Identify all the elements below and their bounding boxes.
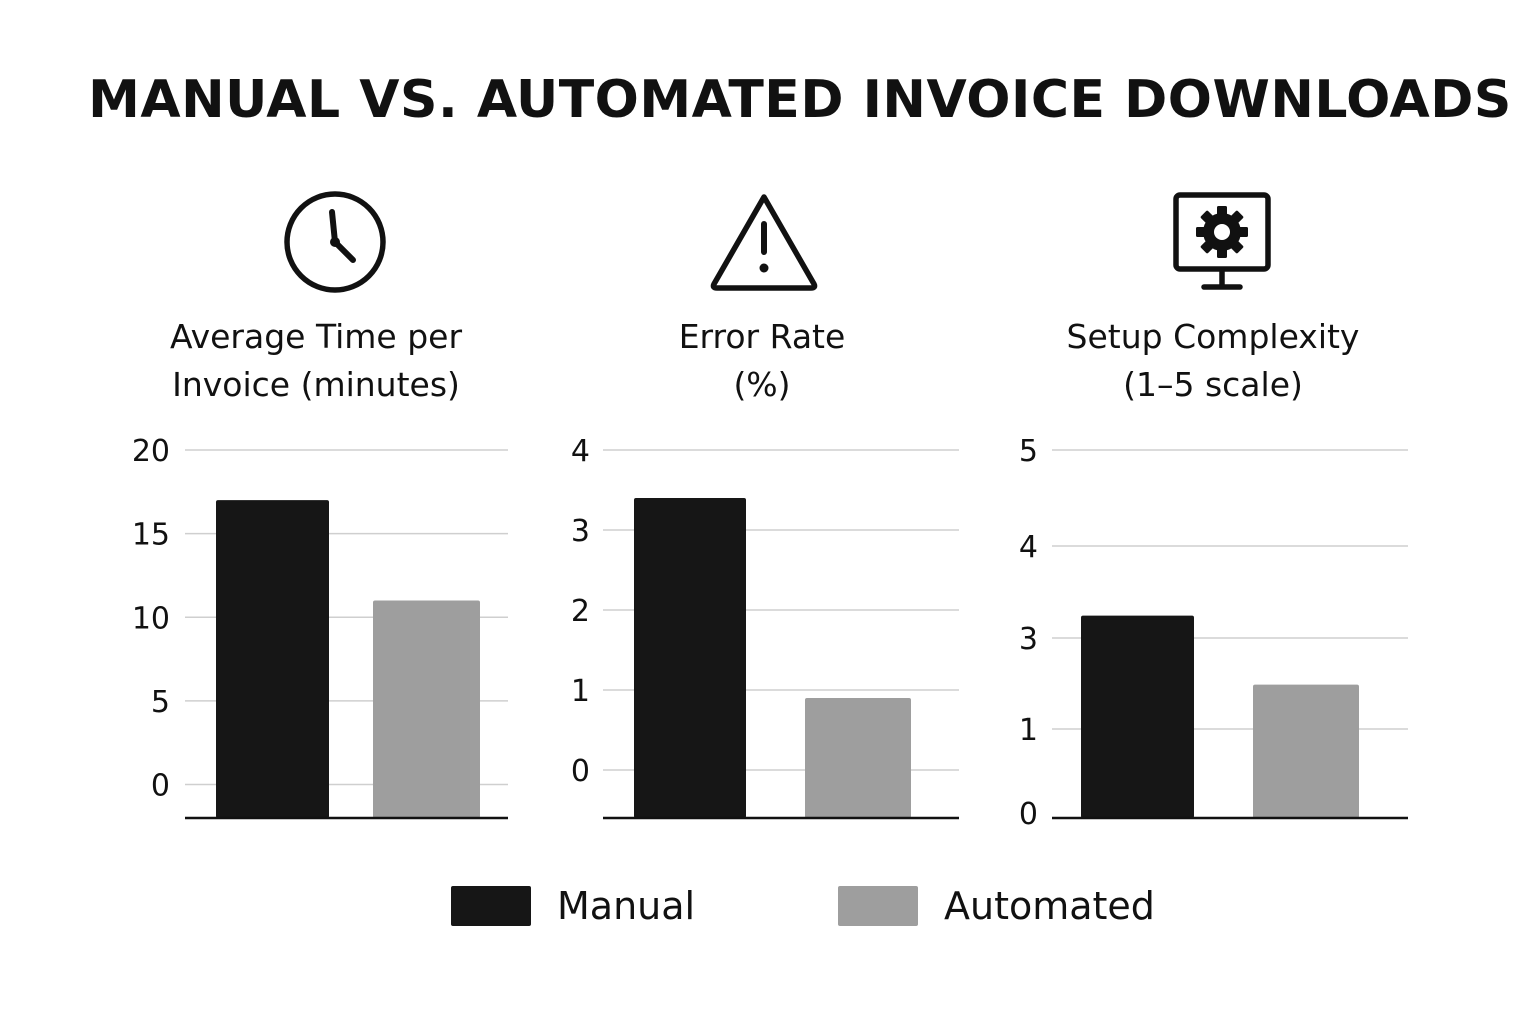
clock-icon xyxy=(284,191,386,293)
bar-manual xyxy=(634,498,746,818)
legend: Manual Automated xyxy=(0,884,1536,928)
bar-automated xyxy=(1253,684,1359,818)
legend-swatch-automated xyxy=(838,886,918,926)
panel-title-line: Error Rate xyxy=(679,317,846,356)
y-tick-label: 4 xyxy=(1019,530,1038,565)
y-tick-label: 1 xyxy=(1019,713,1038,748)
y-tick-label: 4 xyxy=(571,434,590,469)
bar-automated xyxy=(805,698,911,818)
y-tick-label: 5 xyxy=(1019,434,1038,469)
chart-panel-time: Average Time per Invoice (minutes) 0 5 10 15 2… xyxy=(132,317,508,820)
y-tick-label: 3 xyxy=(1019,622,1038,657)
monitor-gear-icon xyxy=(1173,192,1271,290)
panel-title-line: (%) xyxy=(733,365,790,404)
panel-title-line: (1–5 scale) xyxy=(1123,365,1303,404)
chart-panel-setup-complexity: Setup Complexity (1–5 scale) 0 1 3 4 5 xyxy=(1019,317,1408,832)
legend-swatch-manual xyxy=(451,886,531,926)
panel-title-line: Setup Complexity xyxy=(1067,317,1360,356)
y-tick-label: 20 xyxy=(132,434,170,469)
y-tick-label: 0 xyxy=(151,769,170,804)
legend-label-manual: Manual xyxy=(557,884,696,928)
y-tick-label: 3 xyxy=(571,514,590,549)
chart-title: MANUAL VS. AUTOMATED INVOICE DOWNLOADS xyxy=(88,70,1512,130)
y-tick-label: 2 xyxy=(571,594,590,629)
panel-title-line: Average Time per xyxy=(170,317,463,356)
bar-manual xyxy=(216,500,329,818)
y-tick-label: 0 xyxy=(571,754,590,789)
y-tick-label: 5 xyxy=(151,685,170,720)
legend-label-automated: Automated xyxy=(944,884,1155,928)
bar-automated xyxy=(373,600,480,818)
chart-panel-error-rate: Error Rate (%) 0 1 2 3 4 xyxy=(571,317,959,820)
y-tick-label: 10 xyxy=(132,601,170,636)
y-tick-label: 15 xyxy=(132,518,170,553)
y-tick-label: 0 xyxy=(1019,797,1038,832)
bar-manual xyxy=(1081,615,1194,818)
y-tick-label: 1 xyxy=(571,674,590,709)
warning-icon xyxy=(710,194,818,291)
panel-title-line: Invoice (minutes) xyxy=(172,365,460,404)
